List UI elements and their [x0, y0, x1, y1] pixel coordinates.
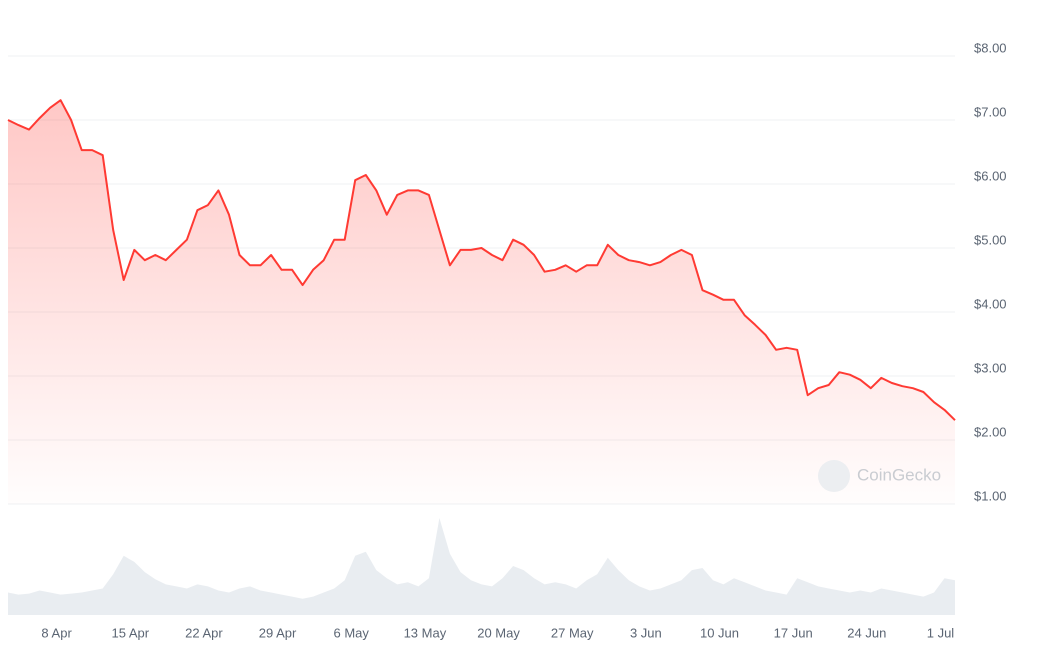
y-tick-label: $3.00 [974, 360, 1007, 375]
y-tick-label: $1.00 [974, 488, 1007, 503]
x-tick-label: 3 Jun [630, 625, 662, 640]
x-tick-label: 27 May [551, 625, 594, 640]
price-line [7, 99, 956, 421]
x-tick-label: 8 Apr [41, 625, 72, 640]
watermark-logo [818, 460, 850, 492]
x-tick-label: 24 Jun [847, 625, 886, 640]
volume-area [8, 518, 955, 615]
x-tick-label: 10 Jun [700, 625, 739, 640]
watermark: CoinGecko [818, 460, 941, 492]
x-tick-label: 22 Apr [185, 625, 223, 640]
x-tick-label: 20 May [477, 625, 520, 640]
watermark-text: CoinGecko [857, 465, 941, 484]
x-tick-label: 1 Jul [927, 625, 955, 640]
x-tick-label: 17 Jun [774, 625, 813, 640]
y-tick-label: $7.00 [974, 104, 1007, 119]
price-area [8, 100, 955, 504]
x-tick-label: 29 Apr [259, 625, 297, 640]
x-tick-label: 15 Apr [111, 625, 149, 640]
y-tick-label: $5.00 [974, 232, 1007, 247]
y-tick-label: $6.00 [974, 168, 1007, 183]
y-tick-label: $2.00 [974, 424, 1007, 439]
y-tick-label: $4.00 [974, 296, 1007, 311]
y-tick-label: $8.00 [974, 40, 1007, 55]
x-tick-label: 13 May [404, 625, 447, 640]
x-tick-label: 6 May [334, 625, 370, 640]
